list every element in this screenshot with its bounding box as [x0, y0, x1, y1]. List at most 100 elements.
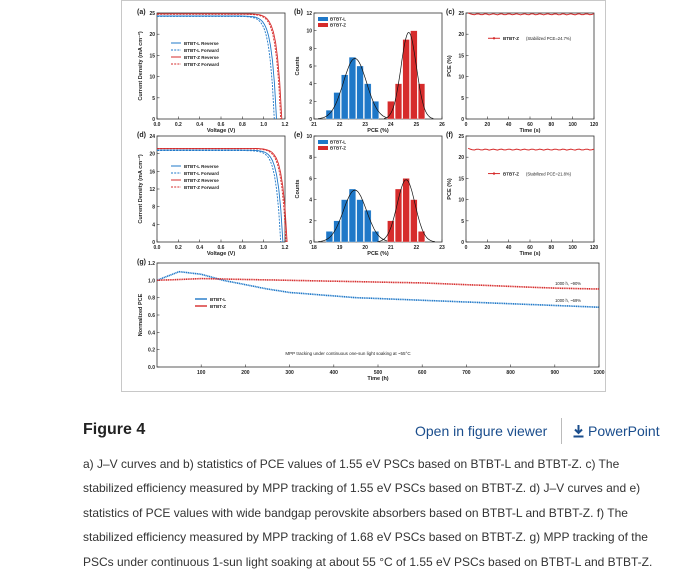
panel-g-x-tick-label: 600: [418, 370, 427, 376]
panel-c-y-tick-label: 20: [458, 32, 464, 38]
panel-c-x-tick-label: 100: [568, 122, 577, 128]
panel-e-y-tick-label: 4: [309, 198, 312, 204]
panel-e-bar: [348, 188, 356, 243]
panel-b-x-tick-label: 24: [388, 122, 394, 128]
panel-b-x-tick-label: 25: [414, 122, 420, 128]
panel-d-label: (d): [137, 132, 146, 139]
panel-f-legend-label: BTBT-Z: [503, 171, 519, 176]
panel-c-x-label: Time (s): [520, 128, 541, 134]
panel-f-legend-marker: [492, 172, 496, 175]
panel-g-x-tick-label: 900: [551, 370, 560, 376]
panel-c-legend-marker: [492, 37, 496, 40]
panel-b-y-tick-label: 12: [306, 11, 312, 17]
download-icon: [573, 425, 584, 438]
panel-e-bar: [371, 231, 379, 243]
panel-f-y-tick-label: 20: [458, 155, 464, 161]
panel-e-bar: [410, 199, 418, 243]
panel-f-frame: [465, 135, 595, 243]
panel-c-legend-label: BTBT-Z: [503, 36, 519, 41]
panel-b-bar: [341, 74, 349, 120]
panel-a-legend-label: BTBT-L Reverse: [184, 41, 219, 46]
panel-a-y-tick-label: 0: [152, 117, 155, 123]
panel-d-x-tick-label: 0.8: [239, 245, 246, 251]
panel-a-x-tick-label: 0.8: [239, 122, 246, 128]
panel-b-legend-swatch: [318, 17, 328, 21]
panel-f-x-tick-label: 40: [506, 245, 512, 251]
panel-f-y-tick-label: 0: [461, 240, 464, 246]
panel-a-y-tick-label: 15: [149, 53, 155, 59]
panel-f-x-tick-label: 60: [527, 245, 533, 251]
panel-g-x-tick-label: 100: [197, 370, 206, 376]
panel-c-x-tick-label: 120: [590, 122, 599, 128]
panel-e-y-tick-label: 0: [309, 240, 312, 246]
panel-f-y-tick-label: 15: [458, 176, 464, 182]
panel-g-x-tick-label: 500: [374, 370, 383, 376]
panel-f-x-tick-label: 20: [485, 245, 491, 251]
panel-b-bar: [348, 57, 356, 120]
panel-e-bar: [356, 199, 364, 243]
panel-c-series-line: [467, 12, 595, 16]
panel-e-label: (e): [294, 132, 303, 139]
panel-c-y-label: PCE (%): [447, 55, 453, 77]
panel-b-y-tick-label: 8: [309, 46, 312, 52]
panel-c-frame: [465, 12, 595, 120]
panel-b-bar: [364, 83, 372, 120]
panel-d-x-tick-label: 0.4: [196, 245, 203, 251]
panel-a-x-tick-label: 0.0: [154, 122, 161, 128]
figure-chart: (a)0.0 0.2 0.4 0.6 0.8 1.0 1.20510152025Voltag…: [137, 9, 605, 382]
panel-c-y-tick-label: 5: [461, 96, 464, 102]
panel-b-y-tick-label: 6: [309, 64, 312, 70]
panel-b-bar: [395, 83, 402, 120]
panel-e-bar: [402, 178, 410, 243]
panel-g-series-line: [156, 270, 600, 308]
panel-a-legend-label: BTBT-Z Reverse: [184, 55, 219, 60]
panel-e-legend-swatch: [318, 140, 328, 144]
panel-g-x-tick-label: 700: [462, 370, 471, 376]
panel-d-y-tick-label: 24: [149, 134, 155, 140]
panel-e-bar: [395, 188, 402, 243]
panel-d-series-line: [157, 149, 284, 243]
panel-g-x-tick-label: 200: [241, 370, 250, 376]
panel-e-frame: [313, 135, 443, 243]
panel-e-x-tick-label: 20: [362, 245, 368, 251]
panel-d-legend-label: BTBT-L Forward: [184, 171, 219, 176]
panel-a-series-line: [157, 15, 277, 120]
panel-b-label: (b): [294, 9, 303, 16]
panel-b-x-tick-label: 22: [337, 122, 343, 128]
panel-f-y-tick-label: 25: [458, 134, 464, 140]
panel-a-x-tick-label: 0.6: [218, 122, 225, 128]
panel-a-y-tick-label: 25: [149, 11, 155, 17]
panel-f-x-tick-label: 100: [568, 245, 577, 251]
figure-image[interactable]: (a) 0.0 0.2 0.4 0.6 0.8 1.0 1.2 0 5 10 15 20 25 Voltag…: [121, 0, 606, 392]
figure-title: Figure 4: [83, 421, 146, 438]
panel-e-bar: [387, 220, 395, 243]
panel-d-legend-label: BTBT-L Reverse: [184, 164, 219, 169]
panel-a-legend-label: BTBT-Z Forward: [184, 62, 219, 67]
panel-e-y-tick-label: 6: [309, 176, 312, 182]
panel-a-series-line: [157, 15, 275, 120]
panel-e-y-tick-label: 8: [309, 155, 312, 161]
panel-d-y-tick-label: 4: [152, 222, 155, 228]
panel-f-y-tick-label: 10: [458, 198, 464, 204]
panel-e-bar: [418, 231, 425, 243]
panel-c-label: (c): [446, 9, 455, 16]
open-figure-viewer-link[interactable]: Open in figure viewer: [415, 423, 548, 439]
panel-c-x-tick-label: 60: [527, 122, 533, 128]
panel-d-y-label: Current Density (mA cm⁻²): [137, 154, 144, 223]
powerpoint-link[interactable]: PowerPoint: [572, 423, 660, 439]
panel-f-y-label: PCE (%): [447, 178, 453, 200]
panel-f-x-tick-label: 80: [549, 245, 555, 251]
panel-d-x-tick-label: 0.0: [154, 245, 161, 251]
panel-c-y-tick-label: 25: [458, 11, 464, 17]
panel-b-bar: [371, 101, 379, 120]
panel-f-x-label: Time (s): [520, 251, 541, 257]
panel-e-legend-label: BTBT-Z: [330, 146, 346, 151]
panel-d-y-tick-label: 12: [149, 187, 155, 193]
panel-g-x-tick-label: 1000: [593, 370, 604, 376]
panel-a-frame: [156, 12, 286, 120]
panel-b-bar: [410, 30, 418, 120]
panel-c-x-tick-label: 20: [485, 122, 491, 128]
panel-c-x-tick-label: 80: [549, 122, 555, 128]
panel-d-series-line: [157, 147, 288, 243]
panel-d-series-line: [157, 150, 282, 243]
